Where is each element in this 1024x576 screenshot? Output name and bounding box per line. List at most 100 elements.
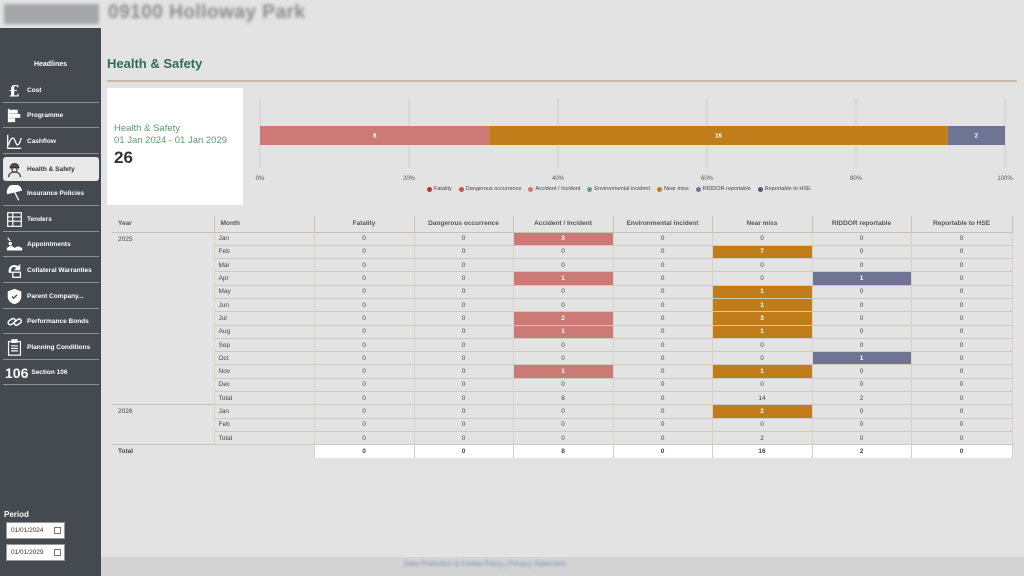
chart-bar-segment[interactable] <box>260 126 490 145</box>
sidebar-item-health-safety[interactable]: Health & Safety <box>3 157 99 181</box>
table-row: 2026 Jan 0 0 0 0 2 0 0 <box>112 404 1013 446</box>
chart-x-tick-label: 60% <box>701 176 714 182</box>
title-divider <box>107 80 1017 82</box>
worker-icon <box>5 160 23 178</box>
sidebar-item-insurance[interactable]: Insurance Policies <box>3 182 99 206</box>
chart-data-label: 8 <box>373 134 377 140</box>
value-cell: 0 <box>911 232 1013 246</box>
value-cell: 0 <box>414 325 514 339</box>
month-cell: Jul <box>214 311 315 326</box>
value-cell: 0 <box>414 431 514 446</box>
legend-item[interactable]: RIDDOR reportable <box>695 186 751 192</box>
value-cell: 0 <box>414 298 514 313</box>
svg-text:£: £ <box>8 82 19 99</box>
grand-total-cell: 8 <box>513 444 614 459</box>
column-header[interactable]: RIDDOR reportable <box>812 216 912 233</box>
nav-headlines[interactable]: Headlines <box>33 61 68 68</box>
sidebar-item-cost[interactable]: £ Cost <box>3 79 99 103</box>
table-row: Dec 0 0 0 0 0 0 0 <box>112 378 1013 393</box>
footer-link[interactable]: Data Protection & Cookie Policy | Privac… <box>404 561 566 568</box>
grand-total-cell: 0 <box>613 444 713 459</box>
month-cell: Nov <box>214 364 315 379</box>
column-header[interactable]: Environmental incident <box>613 216 713 233</box>
sidebar-item-label: Planning Conditions <box>27 344 91 351</box>
value-cell: 3 <box>712 311 813 326</box>
value-cell: 0 <box>513 285 614 299</box>
value-cell: 7 <box>712 245 813 260</box>
legend-item[interactable]: Accident / Incident <box>528 186 580 192</box>
value-cell: 0 <box>414 285 514 299</box>
stacked-bar-chart: 0% 20% 40% 60% 80% 100% 8 16 2 <box>248 94 1018 204</box>
sidebar-item-appointments[interactable]: Appointments <box>3 233 99 257</box>
column-header[interactable]: Accident / Incident <box>513 216 614 233</box>
calendar-icon[interactable] <box>54 549 61 556</box>
value-cell: 1 <box>513 325 614 339</box>
month-cell: Feb <box>214 418 315 432</box>
value-cell: 0 <box>414 351 514 366</box>
period-end-input[interactable]: 01/01/2029 <box>6 544 65 561</box>
value-cell: 0 <box>712 258 813 273</box>
table-row: Sep 0 0 0 0 0 0 0 <box>112 338 1013 353</box>
value-cell: 1 <box>712 285 813 299</box>
sidebar-item-cashflow[interactable]: Cashflow <box>3 130 99 154</box>
value-cell: 0 <box>613 431 713 446</box>
month-cell: Dec <box>214 378 315 393</box>
chart-bar-segment[interactable] <box>947 126 1005 145</box>
value-cell: 1 <box>712 298 813 313</box>
value-cell: 0 <box>414 364 514 379</box>
tenders-icon <box>5 211 23 229</box>
sidebar-item-parent-company[interactable]: Parent Company... <box>3 285 99 309</box>
column-header[interactable]: Fatality <box>314 216 415 233</box>
sidebar-item-tenders[interactable]: Tenders <box>3 208 99 232</box>
legend-item[interactable]: Environmental incident <box>587 186 650 192</box>
legend-swatch <box>587 186 593 192</box>
column-header[interactable]: Year <box>112 216 215 233</box>
legend-item[interactable]: Dangerous occurrence <box>458 186 521 192</box>
value-cell: 0 <box>613 404 713 419</box>
sidebar-item-collateral-warranties[interactable]: Collateral Warranties <box>3 259 99 283</box>
chart-x-tick-label: 0% <box>256 176 265 182</box>
cashflow-icon <box>5 133 23 151</box>
value-cell: 1 <box>712 325 813 339</box>
value-cell: 0 <box>812 338 912 353</box>
chart-bar-segment[interactable] <box>489 126 948 145</box>
clipboard-icon <box>5 339 23 357</box>
value-cell: 0 <box>812 311 912 326</box>
sidebar-item-label: Health & Safety <box>27 165 75 173</box>
value-cell: 0 <box>712 418 813 432</box>
value-cell: 0 <box>314 232 415 246</box>
value-cell: 0 <box>314 325 415 339</box>
grand-total-label: Total <box>112 444 315 459</box>
value-cell: 0 <box>712 232 813 246</box>
incident-table: Year Month Fatality Dangerous occurrence Acc… <box>112 216 1013 459</box>
sidebar-item-planning-conditions[interactable]: Planning Conditions <box>3 336 99 360</box>
value-cell: 0 <box>314 271 415 286</box>
summary-date-range: 01 Jan 2024 - 01 Jan 2029 <box>114 135 228 146</box>
value-cell: 0 <box>712 271 813 286</box>
sidebar-item-label: Collateral Warranties <box>27 267 92 274</box>
sidebar-item-programme[interactable]: Programme <box>3 104 99 128</box>
sidebar-item-label: Programme <box>27 112 64 119</box>
month-cell: Aug <box>214 325 315 339</box>
table-row: Aug 0 0 1 0 1 0 0 <box>112 325 1013 339</box>
sidebar-item-section-106[interactable]: 106 Section 106 <box>3 361 99 385</box>
legend-item[interactable]: Near miss <box>657 186 689 192</box>
period-start-input[interactable]: 01/01/2024 <box>6 522 65 539</box>
value-cell: 0 <box>414 271 514 286</box>
column-header[interactable]: Reportable to HSE <box>911 216 1013 233</box>
value-cell: 8 <box>513 391 614 406</box>
legend-item[interactable]: Fatality <box>427 186 452 192</box>
value-cell: 0 <box>414 311 514 326</box>
legend-item[interactable]: Reportable to HSE <box>757 186 811 192</box>
legend-swatch <box>427 186 432 192</box>
month-cell: May <box>214 285 315 299</box>
value-cell: 0 <box>314 391 415 406</box>
value-cell: 0 <box>314 285 415 299</box>
sidebar-item-performance-bonds[interactable]: Performance Bonds <box>3 310 99 334</box>
calendar-icon[interactable] <box>54 527 61 534</box>
column-header[interactable]: Near miss <box>712 216 813 233</box>
table-row: Nov 0 0 1 0 1 0 0 <box>112 364 1013 379</box>
column-header[interactable]: Month <box>214 216 315 233</box>
value-cell: 0 <box>712 351 813 366</box>
column-header[interactable]: Dangerous occurrence <box>414 216 514 233</box>
